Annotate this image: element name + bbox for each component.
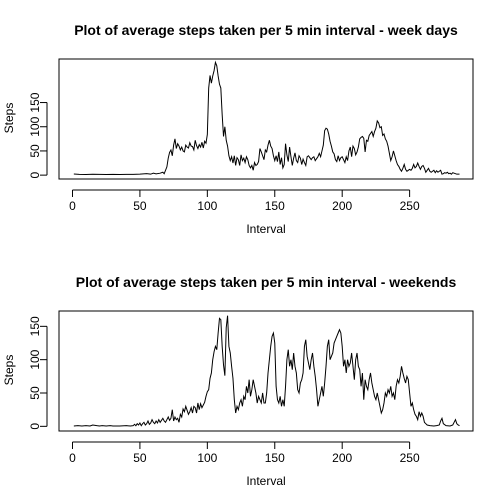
x-axis: 0 50 100 150 200 250 [69,189,420,213]
x-tick-label: 150 [265,199,285,213]
x-tick-label: 0 [69,199,76,213]
chart-title: Plot of average steps taken per 5 min in… [76,274,457,290]
y-tick-label: 50 [28,386,42,400]
x-tick-label: 0 [69,451,76,465]
y-tick-label: 100 [28,116,42,136]
chart-title: Plot of average steps taken per 5 min in… [74,22,458,38]
y-tick-label: 50 [28,144,42,158]
x-tick-label: 50 [133,451,147,465]
x-tick-label: 100 [197,451,217,465]
y-axis-label: Steps [2,355,16,386]
x-axis-label: Interval [246,222,285,236]
series-line [73,60,460,176]
x-tick-label: 150 [265,451,285,465]
plot-frame [58,58,474,180]
y-axis-label: Steps [2,103,16,134]
y-axis: 0 50 100 150 [28,92,48,178]
x-tick-label: 250 [400,199,420,213]
x-tick-label: 100 [197,199,217,213]
x-tick-label: 50 [133,199,147,213]
y-tick-label: 150 [28,92,42,112]
x-tick-label: 250 [400,451,420,465]
y-tick-label: 150 [28,316,42,336]
plot-frame [58,310,474,432]
y-tick-label: 100 [28,349,42,369]
x-tick-label: 200 [332,451,352,465]
chart-weekends: Plot of average steps taken per 5 min in… [2,274,474,488]
x-axis: 0 50 100 150 200 250 [69,441,420,465]
x-axis-label: Interval [246,474,285,488]
series-line [73,315,460,427]
y-axis: 0 50 100 150 [28,316,48,430]
x-tick-label: 200 [332,199,352,213]
chart-weekdays: Plot of average steps taken per 5 min in… [2,22,474,236]
y-tick-label: 0 [28,171,42,178]
y-tick-label: 0 [28,423,42,430]
